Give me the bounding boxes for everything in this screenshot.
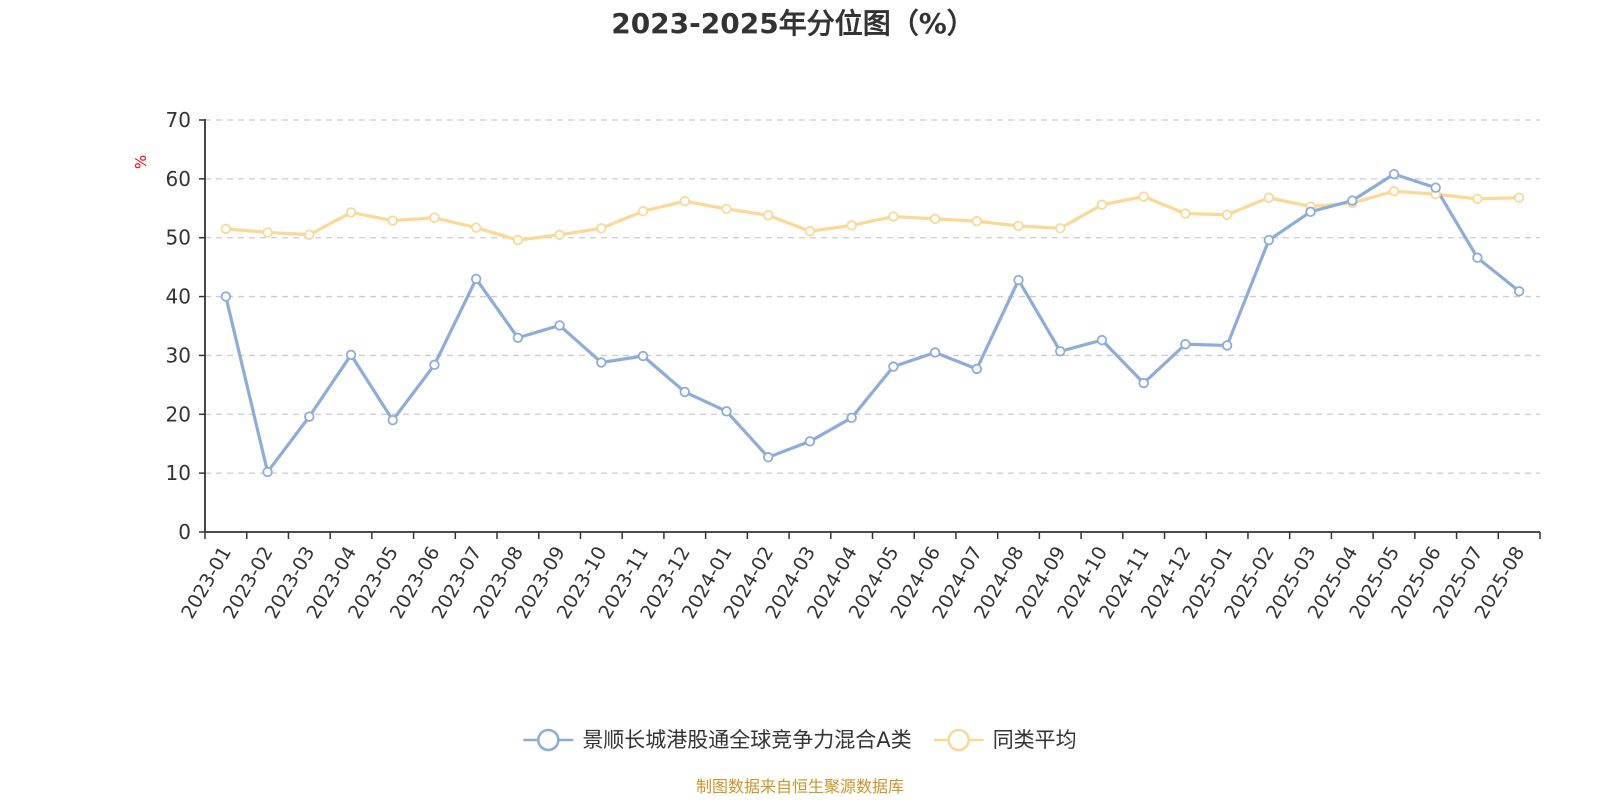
data-point-series-0[interactable] — [596, 357, 607, 368]
data-point-series-1[interactable] — [1013, 220, 1024, 232]
data-point-series-1[interactable] — [596, 223, 607, 234]
data-point-series-0[interactable] — [1180, 339, 1191, 350]
y-tick-label: 10 — [166, 461, 191, 485]
legend-label: 景顺长城港股通全球竞争力混合A类 — [582, 728, 911, 752]
data-point-series-1[interactable] — [637, 206, 649, 217]
data-point-series-1[interactable] — [1180, 208, 1191, 219]
data-point-series-0[interactable] — [304, 411, 315, 422]
data-point-series-0[interactable] — [929, 347, 941, 358]
data-point-series-0[interactable] — [971, 363, 982, 375]
data-point-series-0[interactable] — [512, 332, 524, 343]
data-point-series-1[interactable] — [929, 213, 941, 225]
series-line-0 — [224, 172, 1521, 474]
data-point-series-0[interactable] — [846, 412, 857, 424]
chart-title: 2023-2025年分位图（%） — [611, 7, 975, 40]
data-point-series-0[interactable] — [637, 350, 649, 362]
legend-swatch-marker — [947, 728, 970, 752]
data-point-series-1[interactable] — [1388, 186, 1400, 197]
data-point-series-0[interactable] — [1513, 286, 1525, 297]
y-tick-label: 50 — [166, 226, 191, 250]
data-point-series-0[interactable] — [429, 359, 440, 371]
data-point-series-0[interactable] — [1221, 340, 1233, 351]
legend-swatch-marker — [537, 728, 560, 752]
data-point-series-0[interactable] — [1305, 206, 1316, 218]
axes — [204, 119, 1540, 533]
data-point-series-1[interactable] — [554, 229, 565, 240]
data-point-series-1[interactable] — [763, 210, 774, 221]
data-point-series-1[interactable] — [262, 227, 273, 238]
data-point-series-0[interactable] — [554, 320, 565, 331]
data-point-series-1[interactable] — [470, 222, 482, 233]
data-point-series-0[interactable] — [1055, 346, 1066, 357]
data-point-series-1[interactable] — [971, 216, 982, 227]
data-point-series-1[interactable] — [1138, 191, 1149, 202]
data-point-series-0[interactable] — [763, 452, 774, 463]
y-tick-label: 20 — [166, 402, 191, 426]
data-point-series-0[interactable] — [1430, 182, 1441, 193]
data-point-series-0[interactable] — [1472, 252, 1483, 263]
data-point-series-1[interactable] — [721, 203, 732, 215]
data-point-series-0[interactable] — [470, 273, 482, 285]
x-axis-ticks: 2023-012023-022023-032023-042023-052023-… — [177, 532, 1541, 623]
legend-item-0[interactable]: 景顺长城港股通全球竞争力混合A类 — [523, 728, 912, 752]
data-point-series-1[interactable] — [345, 207, 357, 218]
data-point-series-0[interactable] — [220, 291, 232, 302]
y-tick-label: 0 — [178, 520, 191, 544]
y-tick-label: 40 — [166, 285, 191, 309]
y-axis-ticks: 0 10 20 30 40 50 60 70 — [166, 108, 205, 544]
data-point-series-1[interactable] — [387, 215, 398, 226]
data-point-series-0[interactable] — [1096, 334, 1108, 346]
data-point-series-0[interactable] — [679, 386, 690, 398]
data-point-series-1[interactable] — [304, 229, 315, 240]
data-point-series-0[interactable] — [804, 436, 816, 447]
data-point-series-0[interactable] — [1138, 377, 1149, 389]
data-point-series-1[interactable] — [429, 212, 440, 223]
data-point-series-1[interactable] — [1055, 223, 1066, 234]
data-point-series-1[interactable] — [679, 196, 690, 207]
data-point-series-0[interactable] — [721, 406, 732, 417]
legend: 景顺长城港股通全球竞争力混合A类 同类平均 — [523, 728, 1077, 752]
data-point-series-1[interactable] — [220, 223, 232, 235]
y-tick-label: 30 — [166, 343, 191, 367]
y-tick-label: 60 — [166, 167, 191, 191]
data-point-series-1[interactable] — [804, 226, 816, 237]
data-point-series-0[interactable] — [1013, 274, 1024, 286]
data-point-series-1[interactable] — [846, 220, 857, 231]
data-point-series-1[interactable] — [1096, 199, 1108, 210]
data-point-series-1[interactable] — [1472, 193, 1483, 205]
data-point-series-0[interactable] — [387, 414, 398, 426]
data-source-note: 制图数据来自恒生聚源数据库 — [696, 777, 904, 796]
gridlines — [205, 119, 1540, 474]
data-point-series-0[interactable] — [345, 349, 357, 361]
series-line-1 — [225, 189, 1520, 242]
data-point-series-0[interactable] — [262, 466, 273, 478]
data-point-series-1[interactable] — [1263, 192, 1275, 203]
data-point-series-1[interactable] — [888, 211, 899, 222]
series-lines — [220, 168, 1525, 478]
legend-label: 同类平均 — [993, 728, 1077, 752]
data-point-series-0[interactable] — [888, 361, 899, 372]
data-point-series-0[interactable] — [1347, 195, 1358, 206]
data-point-series-0[interactable] — [1388, 168, 1400, 180]
data-point-series-1[interactable] — [512, 234, 524, 246]
data-point-series-1[interactable] — [1221, 209, 1233, 220]
data-point-series-1[interactable] — [1513, 192, 1525, 203]
y-axis-unit-label: % — [132, 155, 150, 169]
data-point-series-0[interactable] — [1263, 234, 1275, 246]
legend-item-1[interactable]: 同类平均 — [933, 728, 1077, 752]
y-tick-label: 70 — [166, 108, 191, 132]
